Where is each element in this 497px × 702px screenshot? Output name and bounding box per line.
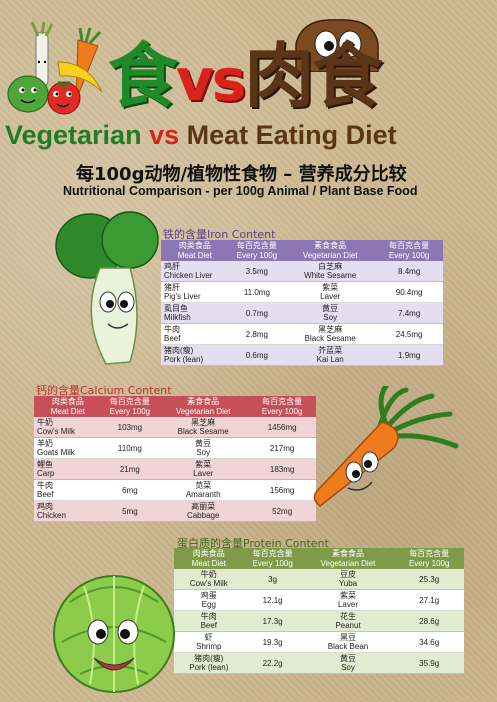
header-per: 每百克含量 Every 100g: [243, 548, 302, 569]
calcium-section-title: 钙的含量Calcium Content: [36, 382, 172, 398]
table-row: 牛肉 Beef 17.3g 花生 Peanut 28.6g: [174, 610, 464, 632]
table-row: 鸡肝 Chicken Liver 3.5mg 白芝麻 White Sesame 8.4mg: [161, 261, 443, 282]
table-row: 鲤鱼 Carp 21mg 紫菜 Laver 183mg: [34, 458, 316, 480]
protein-title-cn: 蛋白质的含量: [177, 537, 243, 550]
table-row: 猪肝 Pig's Liver 11.0mg 紫菜 Laver 90.4mg: [161, 281, 443, 303]
cabbage-mascot-icon: [53, 575, 175, 693]
header-per: 每百克含量 Every 100g: [101, 396, 159, 417]
subtitle-english: Nutritional Comparison - per 100g Animal…: [63, 184, 418, 198]
iron-table: 肉类食品 Meat Diet 每百克含量 Every 100g 素食食品 Vegeta…: [161, 240, 443, 366]
fruit-veg-mascot-icon: [7, 22, 103, 115]
header-per: 每百克含量 Every 100g: [375, 240, 443, 261]
title-vs: vs: [176, 46, 246, 114]
header-veg: 素食食品 Vegetarian Diet: [301, 548, 395, 569]
table-row: 羊奶 Goats Milk 110mg 黄豆 Soy 217mg: [34, 437, 316, 459]
table-row: 牛奶 Cow's Milk 3g 豆皮 Yuba 25.3g: [174, 569, 464, 590]
table-row: 虾 Shrimp 19.3g 黑豆 Black Bean 34.6g: [174, 631, 464, 653]
table-row: 牛肉 Beef 2.8mg 黑芝麻 Black Sesame 24.5mg: [161, 323, 443, 345]
carrot-mascot-icon: [313, 386, 459, 507]
header-per: 每百克含量 Every 100g: [394, 548, 464, 569]
protein-title-en: Protein Content: [243, 537, 329, 550]
protein-table-header: 肉类食品 Meat Diet 每百克含量 Every 100g 素食食品 Vegeta…: [174, 548, 464, 569]
header-meat: 肉类食品 Meat Diet: [34, 396, 102, 417]
title-en-vegetarian: Vegetarian: [5, 120, 142, 150]
table-row: 牛奶 Cow's Milk 103mg 黑芝麻 Black Sesame 1456mg: [34, 417, 316, 438]
calcium-title-cn: 钙的含量: [36, 384, 80, 397]
bok-choy-mascot-icon: [55, 211, 159, 365]
table-row: 鸡蛋 Egg 12.1g 紫菜 Laver 27.1g: [174, 589, 464, 611]
calcium-table-header: 肉类食品 Meat Diet 每百克含量 Every 100g 素食食品 Vegeta…: [34, 396, 316, 417]
table-row: 鸡肉 Chicken 5mg 高丽菜 Cabbage 52mg: [34, 500, 316, 522]
iron-table-header: 肉类食品 Meat Diet 每百克含量 Every 100g 素食食品 Vegeta…: [161, 240, 443, 261]
title-cn-vegetarian: 食: [108, 35, 178, 117]
brown-mascot-icon: [295, 19, 379, 72]
protein-table: 肉类食品 Meat Diet 每百克含量 Every 100g 素食食品 Vegeta…: [174, 548, 464, 674]
title-cn-meat: 肉食: [244, 35, 382, 117]
table-row: 猪肉(瘦) Pork (lean) 22.2g 黄豆 Soy 35.9g: [174, 652, 464, 674]
title-english: Vegetarian vs Meat Eating Diet: [5, 120, 397, 151]
protein-section-title: 蛋白质的含量Protein Content: [177, 535, 329, 551]
header-per: 每百克含量 Every 100g: [228, 240, 286, 261]
header-per: 每百克含量 Every 100g: [248, 396, 316, 417]
table-row: 虱目鱼 Milkfish 0.7mg 黄豆 Soy 7.4mg: [161, 302, 443, 324]
title-en-vs: vs: [141, 120, 187, 150]
header-veg: 素食食品 Vegetarian Diet: [285, 240, 376, 261]
header-meat: 肉类食品 Meat Diet: [161, 240, 229, 261]
title-en-meat: Meat Eating Diet: [186, 120, 397, 150]
header-veg: 素食食品 Vegetarian Diet: [158, 396, 249, 417]
subtitle-chinese: 每100g动物/植物性食物 – 营养成分比较: [76, 164, 407, 185]
iron-section-title: 铁的含量Iron Content: [163, 226, 275, 242]
table-row: 牛肉 Beef 6mg 苋菜 Amaranth 156mg: [34, 479, 316, 501]
header-meat: 肉类食品 Meat Diet: [174, 548, 244, 569]
iron-title-en: Iron Content: [207, 228, 276, 241]
calcium-title-en: Calcium Content: [80, 384, 172, 397]
calcium-table: 肉类食品 Meat Diet 每百克含量 Every 100g 素食食品 Vegeta…: [34, 396, 316, 522]
table-row: 猪肉(瘦) Pork (lean) 0.6mg 芥蓝菜 Kai Lan 1.9mg: [161, 344, 443, 366]
iron-title-cn: 铁的含量: [163, 228, 207, 241]
title-chinese: 食vs肉食: [108, 35, 382, 120]
